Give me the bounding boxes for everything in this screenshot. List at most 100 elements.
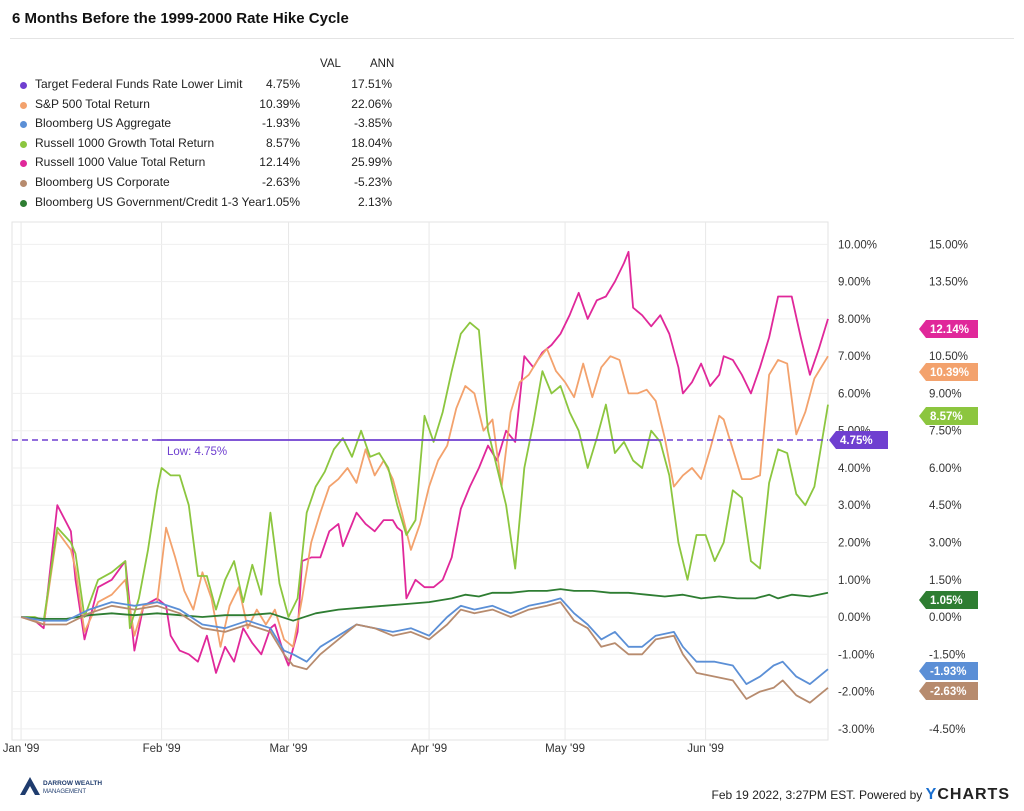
y-left-tick-label: -3.00% [838, 724, 874, 736]
end-label-tag [919, 591, 978, 609]
legend-series-name: Russell 1000 Value Total Return [35, 155, 206, 170]
legend-series-ann: 2.13% [357, 194, 392, 209]
x-tick-label: Jan '99 [3, 743, 40, 755]
legend-series-val: 8.57% [265, 135, 300, 150]
legend-dot-icon [20, 199, 27, 207]
legend-series-name: S&P 500 Total Return [35, 96, 150, 111]
series-line[interactable] [20, 250, 829, 674]
logo-line1: DARROW WEALTH [43, 780, 102, 787]
y-left-tick-label: 3.00% [838, 500, 871, 512]
legend-series-ann: 18.04% [351, 135, 392, 150]
y-right-tick-label: 9.00% [929, 388, 962, 400]
end-label-text: 8.57% [930, 411, 963, 423]
y-left-tick-label: 10.00% [838, 239, 877, 251]
legend-series-ann: 17.51% [351, 77, 392, 91]
x-tick-label: Feb '99 [143, 743, 181, 755]
y-right-tick-label: 6.00% [929, 463, 962, 475]
ycharts-rest: CHARTS [937, 786, 1010, 803]
end-label-text: 12.14% [930, 324, 969, 336]
darrow-logo: DARROW WEALTH MANAGEMENT [18, 773, 138, 803]
y-right-tick-label: 15.00% [929, 239, 968, 251]
legend-series-ann: 22.06% [351, 96, 392, 111]
y-left-tick-label: 7.00% [838, 351, 871, 363]
series-line[interactable] [20, 597, 829, 685]
legend-row[interactable]: Bloomberg US Corporate -2.63% -5.23% [20, 175, 400, 194]
legend-series-name: Russell 1000 Growth Total Return [35, 135, 215, 150]
y-right-tick-label: -1.50% [929, 649, 965, 661]
legend-series-ann: -3.85% [353, 116, 392, 131]
series-line[interactable] [21, 321, 829, 630]
y-right-tick-label: 0.00% [929, 612, 962, 624]
legend-dot-icon [20, 160, 27, 168]
title-divider [10, 38, 1014, 39]
y-left-tick-label: -2.00% [838, 687, 874, 699]
end-label-text: 10.39% [930, 367, 969, 379]
legend-series-name: Bloomberg US Aggregate [35, 116, 172, 131]
y-left-tick-label: 8.00% [838, 314, 871, 326]
y-left-tick-label: 2.00% [838, 537, 871, 549]
y-left-tick-label: 6.00% [838, 388, 871, 400]
y-left-tick-label: 1.00% [838, 575, 871, 587]
legend-series-name: Target Federal Funds Rate Lower Limit [35, 77, 243, 91]
legend-col-ann: ANN [370, 58, 395, 70]
legend-row[interactable]: Russell 1000 Value Total Return 12.14% 25.… [20, 155, 400, 174]
end-label-tag [919, 662, 978, 680]
ycharts-logo[interactable]: YCHARTS [926, 786, 1010, 803]
footer-powered: Powered by [858, 788, 923, 802]
plot-area [11, 221, 829, 741]
end-label-text: 4.75% [840, 435, 873, 447]
series-line[interactable] [20, 347, 829, 648]
legend-row[interactable]: Russell 1000 Growth Total Return 8.57% 18.… [20, 136, 400, 155]
y-right-tick-label: 7.50% [929, 426, 962, 438]
footer-credit: Feb 19 2022, 3:27PM EST. Powered by YCHA… [712, 786, 1011, 804]
reference-line-label: Low: 4.75% [167, 446, 227, 458]
legend-row[interactable]: S&P 500 Total Return 10.39% 22.06% [20, 97, 400, 116]
end-label-tag [919, 407, 978, 425]
legend-series-val: 4.75% [265, 77, 300, 91]
x-tick-label: Apr '99 [411, 743, 447, 755]
legend-series-val: 1.05% [265, 194, 300, 209]
series-line[interactable] [21, 588, 829, 622]
series-line[interactable] [20, 601, 829, 704]
footer-timestamp: Feb 19 2022, 3:27PM EST. [711, 788, 856, 802]
legend-row[interactable]: Bloomberg US Aggregate -1.93% -3.85% [20, 116, 400, 135]
y-left-tick-label: 0.00% [838, 612, 871, 624]
y-right-tick-label: 10.50% [929, 351, 968, 363]
y-right-tick-label: -4.50% [929, 724, 965, 736]
darrow-logo-icon: DARROW WEALTH MANAGEMENT [20, 777, 102, 795]
y-left-tick-label: -1.00% [838, 649, 874, 661]
x-tick-label: Jun '99 [687, 743, 724, 755]
logo-line2: MANAGEMENT [43, 789, 86, 795]
end-label-tag [919, 363, 978, 381]
legend-row[interactable]: Target Federal Funds Rate Lower Limit 4.7… [20, 77, 400, 96]
y-left-tick-label: 4.00% [838, 463, 871, 475]
x-tick-label: Mar '99 [270, 743, 308, 755]
legend-series-val: 10.39% [259, 96, 300, 111]
legend-dot-icon [20, 121, 27, 129]
legend-series-ann: -5.23% [353, 175, 392, 189]
end-label-text: -2.63% [930, 686, 966, 698]
y-right-tick-label: 4.50% [929, 500, 962, 512]
legend-dot-icon [20, 82, 27, 89]
end-label-text: -1.93% [930, 666, 966, 678]
legend-col-val: VAL [320, 58, 341, 70]
legend-dot-icon [20, 101, 27, 109]
y-right-tick-label: 1.50% [929, 575, 962, 587]
y-right-tick-label: 13.50% [929, 277, 968, 289]
legend-series-name: Bloomberg US Government/Credit 1-3 Year [35, 194, 266, 209]
y-right-tick-label: 3.00% [929, 537, 962, 549]
ycharts-y: Y [925, 786, 938, 803]
legend-row[interactable]: Bloomberg US Government/Credit 1-3 Year 1… [20, 195, 400, 214]
end-label-tag [919, 682, 978, 700]
legend-series-name: Bloomberg US Corporate [35, 175, 170, 189]
end-label-tag [919, 320, 978, 338]
legend-dot-icon [20, 180, 27, 187]
end-label-tag [829, 431, 888, 450]
legend-series-val: -1.93% [261, 116, 300, 131]
legend-series-val: -2.63% [261, 175, 300, 189]
legend-series-ann: 25.99% [351, 155, 392, 170]
legend-series-val: 12.14% [259, 155, 300, 170]
y-left-tick-label: 9.00% [838, 277, 871, 289]
end-label-text: 1.05% [930, 595, 963, 607]
